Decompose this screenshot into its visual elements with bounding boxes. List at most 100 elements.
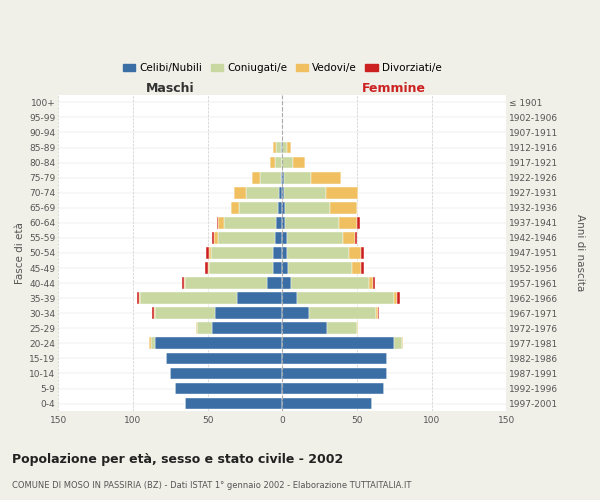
Bar: [276, 142, 281, 154]
Bar: [282, 217, 285, 228]
Bar: [361, 247, 364, 259]
Bar: [394, 338, 402, 349]
Bar: [281, 172, 282, 184]
Bar: [275, 156, 282, 168]
Bar: [275, 232, 282, 244]
Bar: [349, 247, 361, 259]
Bar: [196, 322, 197, 334]
Bar: [182, 277, 184, 289]
Bar: [217, 217, 218, 228]
Bar: [260, 172, 281, 184]
Bar: [205, 262, 208, 274]
Bar: [376, 308, 378, 319]
Bar: [218, 232, 275, 244]
Text: Maschi: Maschi: [146, 82, 194, 95]
Bar: [352, 262, 361, 274]
Bar: [278, 202, 282, 213]
Bar: [282, 156, 293, 168]
Bar: [155, 338, 282, 349]
Bar: [175, 382, 282, 394]
Y-axis label: Anni di nascita: Anni di nascita: [575, 214, 585, 292]
Bar: [139, 292, 140, 304]
Bar: [271, 156, 275, 168]
Bar: [151, 338, 155, 349]
Bar: [185, 398, 282, 409]
Bar: [327, 322, 357, 334]
Bar: [238, 292, 282, 304]
Bar: [273, 247, 282, 259]
Bar: [282, 142, 287, 154]
Bar: [282, 382, 384, 394]
Bar: [209, 262, 273, 274]
Bar: [211, 247, 273, 259]
Bar: [357, 217, 360, 228]
Bar: [287, 232, 343, 244]
Bar: [208, 262, 209, 274]
Bar: [184, 277, 185, 289]
Bar: [402, 338, 403, 349]
Bar: [288, 262, 352, 274]
Bar: [154, 308, 155, 319]
Bar: [155, 308, 215, 319]
Bar: [273, 142, 276, 154]
Bar: [239, 202, 278, 213]
Bar: [273, 262, 282, 274]
Bar: [309, 308, 376, 319]
Bar: [215, 308, 282, 319]
Text: COMUNE DI MOSO IN PASSIRIA (BZ) - Dati ISTAT 1° gennaio 2002 - Elaborazione TUTT: COMUNE DI MOSO IN PASSIRIA (BZ) - Dati I…: [12, 481, 412, 490]
Bar: [268, 277, 282, 289]
Bar: [282, 352, 387, 364]
Bar: [284, 187, 326, 198]
Bar: [373, 277, 375, 289]
Bar: [339, 217, 357, 228]
Bar: [326, 187, 358, 198]
Bar: [235, 187, 247, 198]
Bar: [282, 172, 284, 184]
Bar: [218, 217, 224, 228]
Bar: [197, 322, 212, 334]
Bar: [285, 217, 339, 228]
Bar: [282, 308, 309, 319]
Bar: [355, 232, 357, 244]
Bar: [149, 338, 151, 349]
Bar: [152, 308, 154, 319]
Bar: [140, 292, 238, 304]
Bar: [297, 292, 394, 304]
Bar: [279, 187, 282, 198]
Bar: [282, 368, 387, 380]
Bar: [170, 368, 282, 380]
Bar: [291, 277, 369, 289]
Bar: [247, 187, 279, 198]
Bar: [287, 142, 291, 154]
Bar: [293, 156, 305, 168]
Bar: [330, 202, 357, 213]
Bar: [137, 292, 139, 304]
Bar: [282, 277, 291, 289]
Bar: [397, 292, 400, 304]
Bar: [212, 322, 282, 334]
Bar: [357, 322, 358, 334]
Text: Femmine: Femmine: [362, 82, 426, 95]
Bar: [166, 352, 282, 364]
Bar: [282, 202, 285, 213]
Bar: [282, 292, 297, 304]
Bar: [209, 247, 211, 259]
Y-axis label: Fasce di età: Fasce di età: [15, 222, 25, 284]
Bar: [394, 292, 397, 304]
Bar: [311, 172, 341, 184]
Bar: [185, 277, 268, 289]
Bar: [281, 142, 282, 154]
Bar: [214, 232, 218, 244]
Bar: [232, 202, 239, 213]
Text: Popolazione per età, sesso e stato civile - 2002: Popolazione per età, sesso e stato civil…: [12, 452, 343, 466]
Bar: [282, 232, 287, 244]
Bar: [206, 247, 209, 259]
Bar: [282, 247, 287, 259]
Bar: [282, 398, 372, 409]
Bar: [369, 277, 373, 289]
Bar: [282, 322, 327, 334]
Bar: [287, 247, 349, 259]
Bar: [343, 232, 355, 244]
Bar: [285, 202, 330, 213]
Bar: [253, 172, 260, 184]
